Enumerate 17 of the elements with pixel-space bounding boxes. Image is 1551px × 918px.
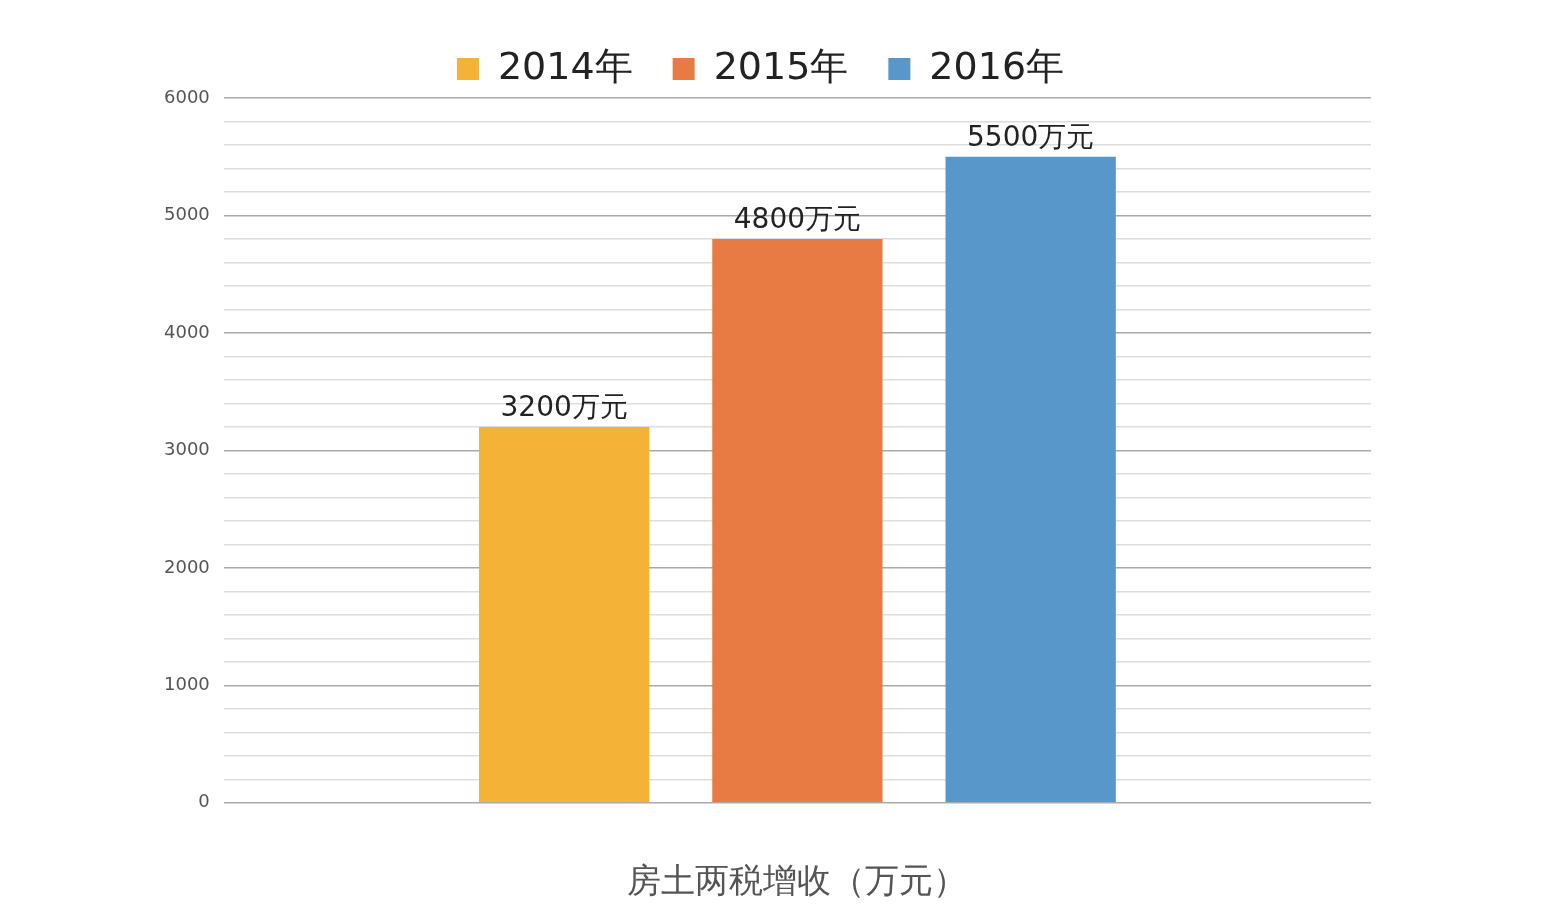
y-tick-label: 3000 [164,438,210,460]
y-tick-label: 5000 [164,203,210,225]
bar [945,156,1116,803]
y-tick-label: 0 [198,790,210,812]
x-axis-title: 房土两税增收（万元） [627,860,968,901]
y-tick-label: 1000 [164,673,210,695]
legend-label: 2016年 [929,43,1065,88]
legend-label: 2014年 [497,43,633,88]
y-tick-label: 2000 [164,555,210,577]
bar [712,238,883,803]
bar [479,426,650,803]
legend-label: 2015年 [713,43,849,88]
data-label: 5500万元 [967,120,1095,154]
data-label: 3200万元 [500,390,628,424]
y-tick-label: 4000 [164,320,210,342]
data-label: 4800万元 [733,202,862,236]
y-tick-label: 6000 [164,85,210,107]
